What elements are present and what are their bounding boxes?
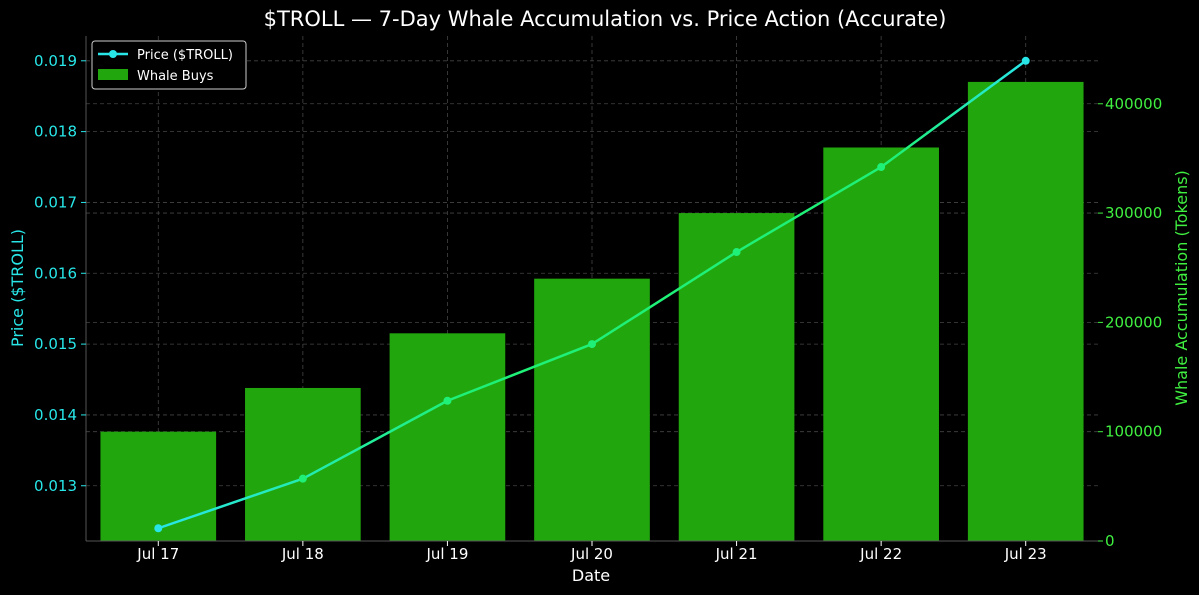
bar [245,387,361,541]
left-tick-label: 0.018 [34,123,77,141]
legend: Price ($TROLL) Whale Buys [91,40,247,90]
right-tick-label: 0 [1105,532,1115,550]
x-axis-label: Date [572,566,610,585]
legend-marker-swatch [109,50,117,58]
x-tick-label: Jul 20 [570,545,613,563]
bar-series [100,81,1084,541]
bar [534,278,650,541]
left-tick-label: 0.016 [34,264,77,282]
right-tick-label: 100000 [1105,423,1162,441]
price-line-series [154,56,1030,533]
x-tick-label: Jul 18 [281,545,324,563]
left-tick-label: 0.015 [34,335,77,353]
price-point [154,524,163,533]
x-tick-label: Jul 17 [136,545,179,563]
right-y-axis-label: Whale Accumulation (Tokens) [1172,170,1191,406]
left-tick-label: 0.014 [34,406,77,424]
left-tick-label: 0.017 [34,193,77,211]
price-point [443,396,452,405]
price-point [732,248,741,257]
bar [100,431,217,541]
legend-entry-whale-buys: Whale Buys [137,69,214,84]
price-point [877,163,886,172]
legend-box [91,40,247,90]
x-tick-label: Jul 21 [715,545,758,563]
left-tick-label: 0.013 [34,477,77,495]
legend-entry-price: Price ($TROLL) [137,48,233,63]
right-tick-label: 400000 [1105,95,1162,113]
chart-title: $TROLL — 7-Day Whale Accumulation vs. Pr… [264,7,947,31]
bar [823,147,939,541]
x-tick-label: Jul 19 [425,545,468,563]
x-tick-label: Jul 23 [1004,545,1047,563]
left-y-axis-label: Price ($TROLL) [8,229,27,347]
bar [678,213,795,541]
bar [967,81,1084,541]
x-tick-label: Jul 22 [859,545,902,563]
bar [389,333,506,541]
legend-bar-swatch [98,69,128,80]
left-tick-label: 0.019 [34,52,77,70]
price-point [298,474,307,483]
price-point [1021,56,1030,65]
right-tick-label: 300000 [1105,204,1162,222]
price-point [588,340,596,349]
axes: Jul 17 Jul 18 Jul 19 Jul 20 Jul 21 Jul 22 Jul … [34,36,1162,563]
right-tick-label: 200000 [1105,313,1162,331]
